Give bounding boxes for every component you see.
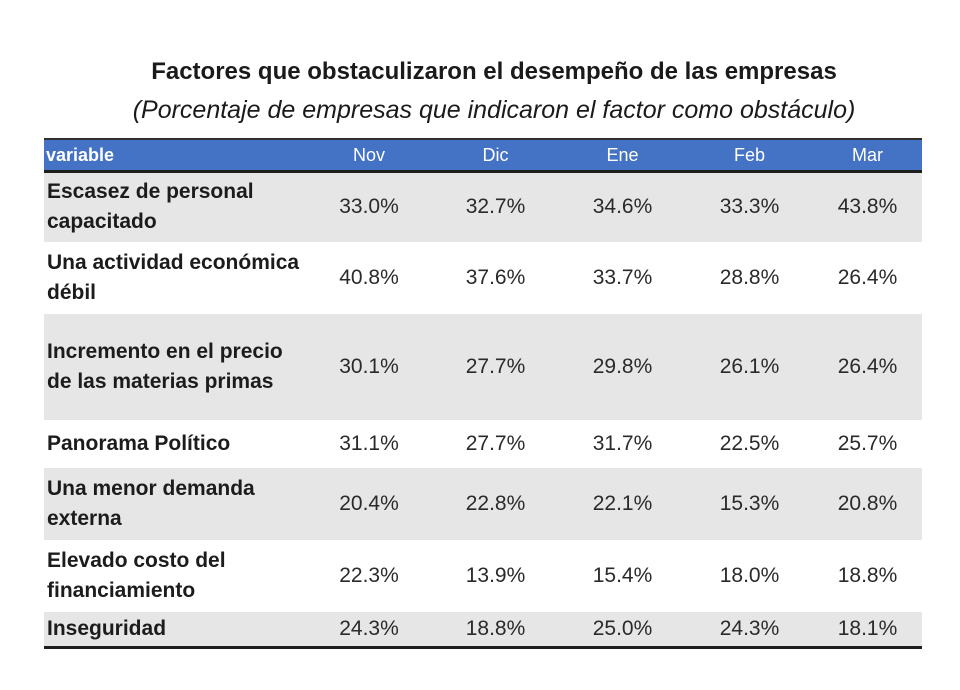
table-title: Factores que obstaculizaron el desempeño… bbox=[151, 58, 837, 85]
table-subtitle: (Porcentaje de empresas que indicaron el… bbox=[132, 96, 856, 124]
table-cell: 22.5% bbox=[719, 431, 780, 455]
table-cell: 29.8% bbox=[592, 354, 653, 378]
table-cell: 20.4% bbox=[339, 491, 399, 515]
table-cell: 18.8% bbox=[465, 616, 526, 640]
table-cell: 32.7% bbox=[465, 195, 526, 219]
column-header-variable: variable bbox=[46, 144, 115, 165]
table-cell: 24.3% bbox=[339, 616, 399, 640]
table-cell: 27.7% bbox=[465, 431, 526, 455]
table-row: Una menor demanda externa 20.4% 22.8% 22… bbox=[44, 467, 922, 540]
table-cell: 20.8% bbox=[837, 491, 898, 515]
table-cell: 25.0% bbox=[592, 616, 653, 640]
table-cell: 18.8% bbox=[837, 563, 898, 587]
obstacles-table: variable Nov Dic Ene Feb Mar Escasez de … bbox=[44, 138, 922, 649]
column-header-dic: Dic bbox=[482, 144, 509, 165]
table-cell: 30.1% bbox=[339, 354, 399, 378]
table-cell: 26.4% bbox=[837, 265, 898, 289]
table-cell: 37.6% bbox=[465, 265, 526, 289]
table-cell: 33.3% bbox=[719, 195, 780, 219]
table-cell: 31.7% bbox=[592, 431, 653, 455]
column-header-mar: Mar bbox=[852, 144, 883, 165]
row-label: Una menor demanda externa bbox=[47, 476, 255, 530]
row-label: Escasez de personal capacitado bbox=[47, 180, 254, 234]
column-header-ene: Ene bbox=[606, 144, 639, 165]
table-cell: 22.8% bbox=[465, 491, 526, 515]
table-cell: 25.7% bbox=[837, 431, 898, 455]
table-cell: 34.6% bbox=[592, 195, 653, 219]
table-row: Escasez de personal capacitado 33.0% 32.… bbox=[44, 171, 922, 242]
header-row: variable Nov Dic Ene Feb Mar bbox=[44, 139, 922, 172]
table-cell: 18.1% bbox=[837, 616, 898, 640]
table-cell: 27.7% bbox=[465, 354, 526, 378]
row-label: Elevado costo del financiamiento bbox=[47, 548, 226, 602]
table-cell: 31.1% bbox=[339, 431, 399, 455]
table-cell: 26.1% bbox=[719, 354, 780, 378]
table-cell: 33.7% bbox=[592, 265, 653, 289]
table-cell: 33.0% bbox=[339, 195, 399, 219]
row-label: Inseguridad bbox=[47, 616, 167, 640]
table-row: Incremento en el precio de las materias … bbox=[44, 313, 922, 420]
row-label: Panorama Político bbox=[47, 431, 231, 455]
table-row: Panorama Político 31.1% 27.7% 31.7% 22.5… bbox=[44, 419, 922, 468]
table-cell: 28.8% bbox=[719, 265, 780, 289]
table-cell: 40.8% bbox=[339, 265, 399, 289]
table-cell: 13.9% bbox=[465, 563, 526, 587]
column-header-feb: Feb bbox=[733, 144, 766, 165]
row-label: Incremento en el precio de las materias … bbox=[47, 339, 283, 393]
table-cell: 18.0% bbox=[719, 563, 780, 587]
table-cell: 24.3% bbox=[719, 616, 780, 640]
table-cell: 22.3% bbox=[339, 563, 399, 587]
column-header-nov: Nov bbox=[352, 144, 385, 165]
table-row: Inseguridad 24.3% 18.8% 25.0% 24.3% 18.1… bbox=[44, 611, 922, 648]
table-cell: 15.4% bbox=[592, 563, 653, 587]
table-row: Una actividad económica débil 40.8% 37.6… bbox=[44, 241, 922, 314]
row-label: Una actividad económica débil bbox=[47, 250, 300, 304]
table-cell: 26.4% bbox=[837, 354, 898, 378]
table-cell: 15.3% bbox=[719, 491, 780, 515]
table-row: Elevado costo del financiamiento 22.3% 1… bbox=[44, 539, 922, 612]
table-cell: 22.1% bbox=[592, 491, 653, 515]
table-cell: 43.8% bbox=[837, 195, 898, 219]
